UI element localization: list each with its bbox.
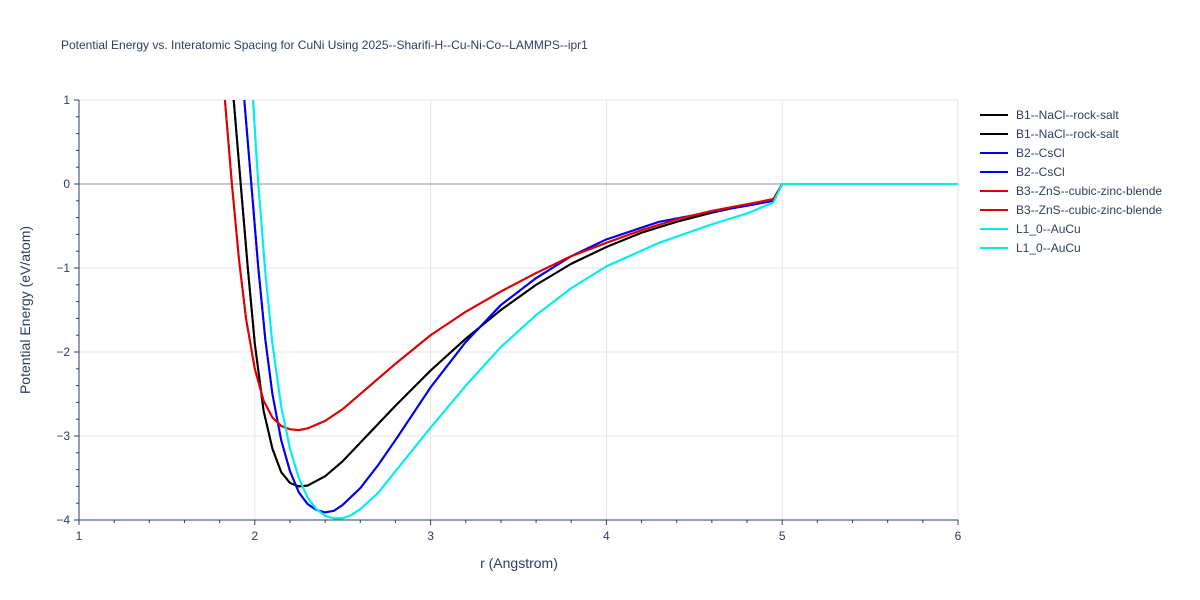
legend: B1--NaCl--rock-salt B1--NaCl--rock-salt B2…	[980, 105, 1162, 257]
series-line-3[interactable]	[243, 100, 958, 514]
series-line-0[interactable]	[232, 100, 958, 488]
x-tick-label: 1	[76, 529, 83, 543]
series-line-6[interactable]	[252, 100, 958, 520]
axes: 1 2 3 4 5 6 1 0 −1 −2 −3 −4	[56, 93, 961, 543]
legend-label: L1_0--AuCu	[1016, 240, 1081, 255]
legend-item[interactable]: B2--CsCl	[980, 143, 1162, 162]
series-line-5[interactable]	[223, 100, 958, 432]
legend-item[interactable]: B1--NaCl--rock-salt	[980, 124, 1162, 143]
legend-item[interactable]: B2--CsCl	[980, 162, 1162, 181]
x-tick-label: 4	[603, 529, 610, 543]
y-tick-label: −1	[56, 261, 70, 275]
x-tick-label: 6	[955, 529, 962, 543]
legend-item[interactable]: B3--ZnS--cubic-zinc-blende	[980, 181, 1162, 200]
legend-item[interactable]: L1_0--AuCu	[980, 238, 1162, 257]
series-lines	[223, 100, 958, 520]
y-axis-title: Potential Energy (eV/atom)	[17, 226, 33, 394]
x-tick-label: 3	[427, 529, 434, 543]
y-tick-label: 0	[63, 177, 70, 191]
series-line-2[interactable]	[243, 100, 958, 514]
x-tick-label: 5	[779, 529, 786, 543]
y-tick-label: 1	[63, 93, 70, 107]
grid	[79, 99, 959, 520]
legend-label: B3--ZnS--cubic-zinc-blende	[1016, 202, 1163, 217]
series-line-7[interactable]	[252, 100, 958, 520]
legend-label: B2--CsCl	[1016, 164, 1065, 179]
legend-swatch	[980, 227, 1008, 230]
legend-label: B3--ZnS--cubic-zinc-blende	[1016, 183, 1163, 198]
legend-item[interactable]: L1_0--AuCu	[980, 219, 1162, 238]
chart-title: Potential Energy vs. Interatomic Spacing…	[61, 38, 588, 52]
legend-swatch	[980, 246, 1008, 249]
series-line-4[interactable]	[223, 100, 958, 432]
x-axis-title: r (Angstrom)	[480, 555, 558, 571]
legend-item[interactable]: B3--ZnS--cubic-zinc-blende	[980, 200, 1162, 219]
legend-label: B1--NaCl--rock-salt	[1016, 126, 1119, 141]
series-line-1[interactable]	[232, 100, 958, 488]
y-tick-label: −2	[56, 345, 70, 359]
legend-label: B1--NaCl--rock-salt	[1016, 107, 1119, 122]
y-tick-label: −3	[56, 429, 70, 443]
legend-swatch	[980, 151, 1008, 154]
legend-swatch	[980, 170, 1008, 173]
legend-swatch	[980, 208, 1008, 211]
y-tick-label: −4	[56, 513, 70, 527]
legend-item[interactable]: B1--NaCl--rock-salt	[980, 105, 1162, 124]
legend-label: B2--CsCl	[1016, 145, 1065, 160]
legend-swatch	[980, 113, 1008, 116]
legend-label: L1_0--AuCu	[1016, 221, 1081, 236]
x-tick-label: 2	[251, 529, 258, 543]
legend-swatch	[980, 189, 1008, 192]
legend-swatch	[980, 132, 1008, 135]
